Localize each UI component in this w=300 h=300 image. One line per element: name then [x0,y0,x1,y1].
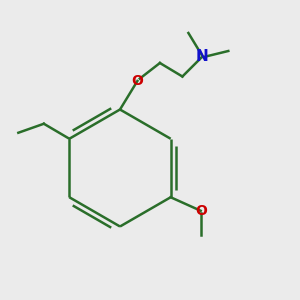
Text: N: N [196,50,208,64]
Text: O: O [195,204,207,218]
Text: O: O [131,74,143,88]
